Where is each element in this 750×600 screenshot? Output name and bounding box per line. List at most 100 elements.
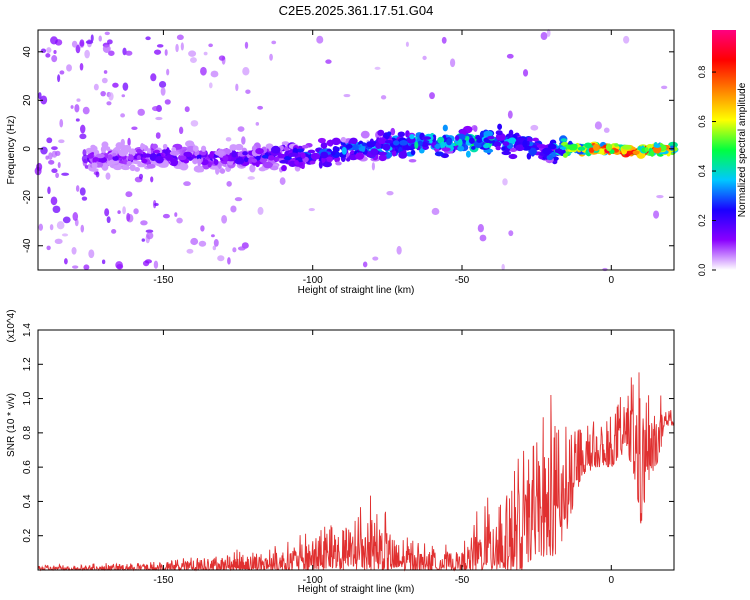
- spectrogram-ridge-blob: [650, 150, 655, 157]
- spectrogram-noise-blob: [226, 181, 232, 187]
- spectrogram-noise-blob: [50, 196, 58, 206]
- spectrogram-ridge-blob: [134, 166, 141, 172]
- spectrogram-noise-blob: [154, 202, 159, 207]
- spectrogram-noise-blob: [101, 259, 106, 265]
- spectrogram-x-tick-label: -50: [455, 275, 470, 286]
- spectrogram-ridge-blob: [85, 147, 93, 154]
- spectrogram-ridge-blob: [434, 151, 444, 157]
- spectrogram-noise-blob: [176, 34, 184, 41]
- spectrogram-ridge-blob: [554, 148, 563, 154]
- spectrogram-ridge-blob: [441, 147, 451, 152]
- spectrogram-noise-blob: [51, 168, 58, 173]
- spectrogram-noise-blob: [477, 224, 484, 233]
- spectrogram-ridge-blob: [382, 143, 391, 151]
- spectrogram-noise-blob: [188, 50, 197, 57]
- spectrogram-ridge-blob: [269, 165, 279, 171]
- spectrogram-noise-blob: [82, 149, 87, 156]
- spectrogram-noise-blob: [146, 232, 154, 240]
- spectrogram-noise-blob: [316, 35, 324, 44]
- spectrogram-noise-blob: [530, 124, 539, 131]
- spectrogram-ridge-blob: [128, 154, 134, 161]
- spectrogram-ridge-blob: [162, 143, 168, 150]
- spectrogram-ridge-blob: [317, 137, 326, 144]
- spectrogram-noise-blob: [186, 248, 194, 254]
- spectrogram-ridge-blob: [273, 156, 279, 162]
- snr-y-tick-label: 1.2: [22, 357, 33, 371]
- spectrogram-ridge-blob: [470, 145, 476, 150]
- snr-x-label: Height of straight line (km): [298, 584, 415, 595]
- snr-x-tick-label: -150: [153, 575, 173, 586]
- spectrogram-ridge-blob: [568, 144, 578, 151]
- colorbar: 0.0 0.2 0.4 0.6 0.8 Normalized spectral ampl…: [697, 30, 748, 276]
- spectrogram-ridge-blob: [493, 141, 502, 148]
- spectrogram-noise-blob: [153, 260, 159, 269]
- spectrogram-noise-blob: [80, 224, 85, 233]
- spectrogram-noise-blob: [54, 238, 63, 245]
- spectrogram-ridge-blob: [193, 165, 204, 173]
- spectrogram-noise-blob: [133, 208, 139, 215]
- spectrogram-ridge-blob: [155, 155, 164, 164]
- spectrogram-noise-blob: [107, 39, 113, 45]
- spectrogram-ridge-blob: [366, 141, 376, 148]
- spectrogram-ridge-blob: [392, 140, 400, 146]
- spectrogram-ridge-blob: [487, 135, 495, 140]
- colorbar-ticks: 0.0 0.2 0.4 0.6 0.8: [697, 66, 716, 276]
- spectrogram-ridge-blob: [126, 160, 133, 166]
- spectrogram-noise-blob: [38, 92, 42, 100]
- spectrogram-noise-blob: [64, 258, 68, 265]
- spectrogram-ridge-blob: [440, 141, 446, 150]
- spectrogram-ridge-blob: [277, 153, 286, 159]
- spectrogram-ridge-blob: [360, 130, 370, 139]
- spectrogram-noise-blob: [210, 70, 219, 78]
- spectrogram-ridge-blob: [92, 157, 100, 162]
- spectrogram-ridge-blob: [669, 145, 675, 151]
- spectrogram-ridge-blob: [183, 159, 190, 164]
- spectrogram-ridge-blob: [332, 145, 339, 153]
- spectrogram-noise-blob: [57, 161, 61, 169]
- spectrogram-noise-blob: [79, 133, 87, 140]
- spectrogram-noise-blob: [372, 256, 379, 261]
- spectrogram-ridge-blob: [528, 147, 537, 156]
- spectrogram-noise-blob: [501, 263, 505, 271]
- spectrogram-noise-blob: [180, 42, 184, 51]
- spectrogram-noise-blob: [242, 67, 250, 76]
- spectrogram-noise-blob: [59, 70, 65, 75]
- spectrogram-noise-blob: [140, 220, 148, 226]
- spectrogram-noise-blob: [117, 210, 121, 215]
- spectrogram-noise-blob: [93, 83, 99, 91]
- spectrogram-ridge-blob: [105, 146, 111, 151]
- spectrogram-noise-blob: [153, 49, 162, 55]
- spectrogram-noise-blob: [176, 217, 183, 224]
- spectrogram-ridge-blob: [149, 153, 158, 162]
- spectrogram-ridge-blob: [546, 154, 554, 161]
- spectrogram-noise-blob: [145, 36, 151, 41]
- spectrogram-ridge-blob: [140, 143, 145, 151]
- spectrogram-ridge-blob: [421, 136, 432, 140]
- spectrogram-noise-blob: [175, 43, 179, 53]
- spectrogram-noise-blob: [81, 196, 88, 201]
- spectrogram-noise-blob: [46, 47, 52, 53]
- spectrogram-ridge-blob: [377, 137, 387, 145]
- spectrogram-noise-blob: [55, 172, 59, 178]
- spectrogram-noise-blob: [653, 210, 660, 219]
- spectrogram-noise-blob: [46, 245, 51, 251]
- spectrogram-noise-blob: [71, 40, 78, 48]
- spectrogram-noise-blob: [203, 51, 208, 56]
- spectrogram-ridge-blob: [121, 145, 130, 149]
- spectrogram-ridge-blob: [375, 142, 382, 150]
- spectrogram-y-axis: -40 -20 0 20 40: [22, 46, 674, 253]
- spectrogram-ridge-blob: [288, 152, 299, 157]
- snr-y-axis: 0.2 0.4 0.6 0.8 1.0 1.2 1.4: [22, 323, 674, 543]
- spectrogram-noise-blob: [104, 208, 110, 217]
- spectrogram-noise-blob: [45, 53, 51, 58]
- spectrogram-noise-blob: [80, 124, 86, 134]
- spectrogram-ridge-blob: [326, 156, 333, 163]
- spectrogram-ridge-blob: [222, 155, 229, 162]
- spectrogram-ridge-blob: [335, 161, 342, 166]
- spectrogram-noise-blob: [212, 245, 217, 251]
- spectrogram-ridge-blob: [100, 145, 106, 154]
- spectrogram-noise-blob: [40, 95, 48, 105]
- spectrogram-noise-blob: [507, 110, 513, 119]
- spectrogram-noise-blob: [603, 127, 610, 133]
